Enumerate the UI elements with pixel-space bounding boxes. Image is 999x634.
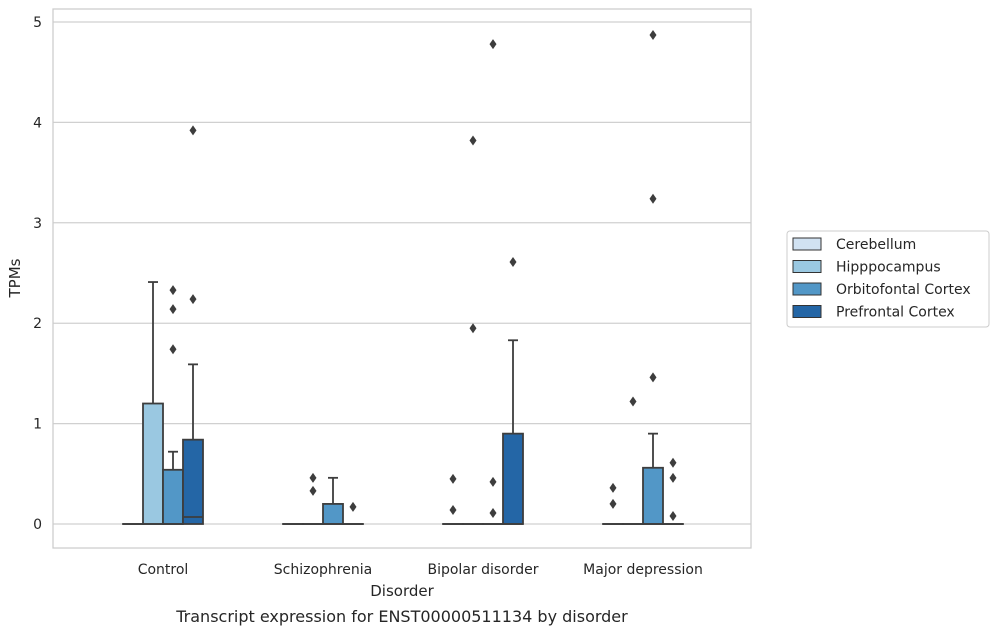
chart-caption: Transcript expression for ENST0000051113… bbox=[175, 607, 628, 626]
y-tick-label: 5 bbox=[33, 15, 42, 31]
y-axis-label: TPMs bbox=[6, 258, 24, 298]
legend-frame bbox=[786, 230, 990, 328]
legend-swatch bbox=[792, 260, 822, 273]
outlier-point bbox=[669, 510, 677, 521]
x-tick-label: Schizophrenia bbox=[274, 562, 372, 578]
outlier-point bbox=[469, 135, 477, 146]
outlier-point bbox=[649, 30, 657, 41]
y-tick-label: 0 bbox=[33, 517, 42, 533]
box-body bbox=[642, 466, 664, 525]
legend-swatch bbox=[792, 305, 822, 318]
box-group bbox=[342, 501, 364, 525]
y-tick-label: 3 bbox=[33, 216, 42, 232]
y-tick-label: 1 bbox=[33, 417, 42, 433]
x-tick-label: Bipolar disorder bbox=[427, 562, 538, 578]
outlier-point bbox=[189, 125, 197, 136]
outlier-point bbox=[629, 396, 637, 407]
legend-swatch bbox=[792, 237, 822, 251]
y-tick-labels: 0 1 2 3 4 5 bbox=[33, 15, 42, 533]
outlier-point bbox=[469, 323, 477, 334]
outlier-point bbox=[509, 256, 517, 267]
box-group bbox=[182, 125, 204, 525]
outlier-point bbox=[349, 501, 357, 512]
outlier-point bbox=[669, 472, 677, 483]
box-group bbox=[602, 482, 624, 525]
outlier-point bbox=[449, 473, 457, 484]
box-group bbox=[662, 457, 684, 525]
box-group bbox=[482, 39, 504, 525]
box-group bbox=[442, 473, 464, 525]
x-tick-label: Major depression bbox=[583, 562, 703, 578]
y-tick-label: 4 bbox=[33, 115, 42, 131]
outlier-point bbox=[489, 507, 497, 518]
legend-label: Cerebellum bbox=[836, 237, 916, 253]
outlier-point bbox=[309, 485, 317, 496]
outlier-point bbox=[649, 193, 657, 204]
box-body bbox=[182, 438, 204, 525]
outlier-point bbox=[649, 372, 657, 383]
x-tick-labels: Control Schizophrenia Bipolar disorder Majo… bbox=[138, 562, 703, 578]
x-tick-label: Control bbox=[138, 562, 189, 578]
box-group bbox=[322, 476, 344, 525]
outlier-point bbox=[189, 294, 197, 305]
legend-label: Prefrontal Cortex bbox=[836, 305, 955, 321]
outlier-point bbox=[169, 304, 177, 315]
outlier-point bbox=[669, 457, 677, 468]
legend-swatch bbox=[792, 282, 822, 296]
outlier-point bbox=[489, 476, 497, 487]
box-group bbox=[502, 256, 524, 525]
box-group bbox=[142, 281, 164, 525]
outlier-point bbox=[169, 344, 177, 355]
box-body bbox=[322, 503, 344, 525]
legend-label: Orbitofontal Cortex bbox=[836, 282, 971, 298]
legend: Cerebellum Hipppocampus Orbitofontal Corte… bbox=[786, 230, 990, 328]
box-body bbox=[502, 432, 524, 525]
plot-frame bbox=[52, 8, 752, 549]
outlier-point bbox=[489, 39, 497, 50]
box-group bbox=[642, 30, 664, 525]
legend-label: Hipppocampus bbox=[836, 260, 941, 276]
outlier-point bbox=[169, 285, 177, 296]
outlier-point bbox=[609, 498, 617, 509]
outlier-point bbox=[449, 504, 457, 515]
box-series bbox=[122, 30, 684, 525]
y-tick-label: 2 bbox=[33, 316, 42, 332]
outlier-point bbox=[609, 482, 617, 493]
x-axis-label: Disorder bbox=[370, 582, 434, 600]
outlier-point bbox=[309, 472, 317, 483]
box-body bbox=[142, 402, 164, 525]
box-body bbox=[162, 468, 184, 525]
